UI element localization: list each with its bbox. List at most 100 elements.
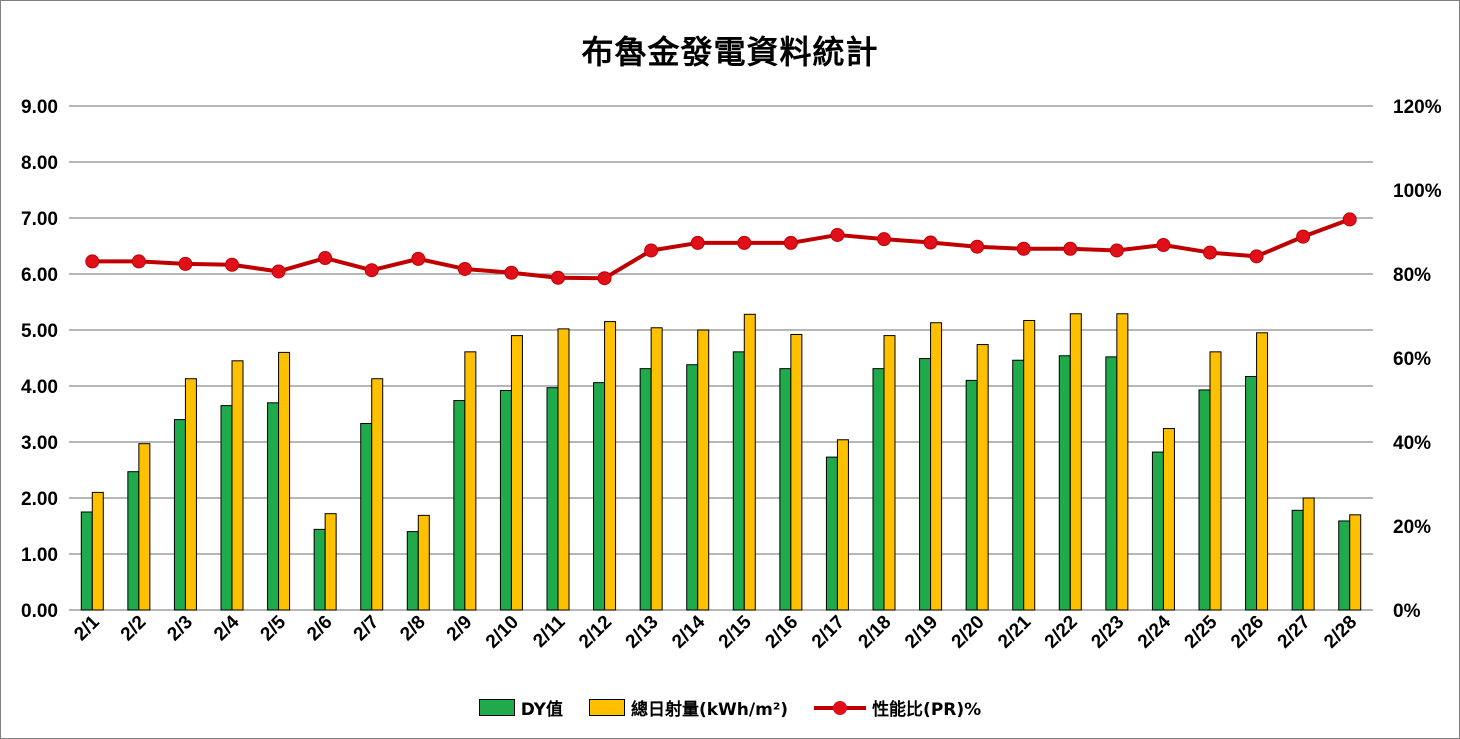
- pr-point: [1296, 229, 1311, 244]
- y-left-tick-label: 0.00: [21, 601, 58, 622]
- bar-dy: [127, 471, 140, 611]
- y-left-tick-label: 2.00: [21, 489, 58, 510]
- pr-point: [411, 251, 426, 266]
- x-tick-label: 2/7: [350, 612, 384, 646]
- gridlines: [69, 105, 1373, 611]
- pr-point: [597, 271, 612, 286]
- bar-dy: [732, 351, 745, 611]
- legend-item-irradiance: 總日射量(kWh/m²): [588, 695, 789, 720]
- bar-dy: [453, 400, 466, 611]
- pr-point: [830, 227, 845, 242]
- y-left-tick-label: 5.00: [21, 321, 58, 342]
- bar-dy: [360, 423, 373, 611]
- pr-point: [131, 254, 146, 269]
- chart-plot: 0.00 1.00 2.00 3.00 4.00 5.00 6.00 7.00 8.00 9.00…: [21, 97, 1442, 653]
- x-tick-label: 2/6: [303, 612, 337, 646]
- pr-point: [178, 256, 193, 271]
- x-tick-label: 2/17: [808, 612, 849, 653]
- x-tick-label: 2/18: [855, 612, 896, 653]
- bar-dy: [1105, 356, 1118, 611]
- y-right-tick-label: 40%: [1393, 433, 1431, 454]
- x-tick-label: 2/3: [163, 612, 197, 646]
- bar-irradiance: [417, 514, 430, 611]
- bar-dy: [80, 511, 93, 611]
- bar-dy: [173, 419, 186, 611]
- x-tick-label: 2/4: [210, 611, 244, 645]
- pr-point: [457, 261, 472, 276]
- x-tick-label: 2/28: [1320, 612, 1361, 653]
- y-left-tick-label: 1.00: [21, 545, 58, 566]
- pr-point: [85, 254, 100, 269]
- y-right-tick-label: 60%: [1393, 349, 1431, 370]
- x-tick-label: 2/2: [117, 612, 151, 646]
- x-tick-label: 2/23: [1087, 612, 1128, 653]
- pr-point: [1156, 238, 1171, 253]
- legend: DY值 總日射量(kWh/m²) 性能比(PR)%: [1, 695, 1459, 720]
- bar-irradiance: [464, 351, 477, 611]
- bar-irradiance: [976, 344, 989, 611]
- bar-irradiance: [743, 313, 756, 611]
- bar-dy: [593, 382, 606, 611]
- legend-label-irradiance: 總日射量(kWh/m²): [630, 700, 789, 720]
- x-tick-label: 2/10: [482, 612, 523, 653]
- bar-irradiance: [231, 360, 244, 611]
- x-tick-label: 2/22: [1041, 612, 1082, 653]
- bar-dy: [1198, 389, 1211, 611]
- legend-label-pr: 性能比(PR)%: [872, 700, 982, 720]
- pr-point: [923, 235, 938, 250]
- bar-dy: [686, 364, 699, 611]
- x-tick-label: 2/24: [1134, 611, 1175, 652]
- x-tick-label: 2/26: [1227, 612, 1268, 653]
- bar-dy: [546, 387, 559, 611]
- bar-irradiance: [324, 513, 337, 611]
- bar-dy: [1245, 375, 1258, 611]
- bar-dy: [1338, 520, 1351, 611]
- bar-irradiance: [1209, 351, 1222, 611]
- bar-irradiance: [1349, 514, 1362, 611]
- pr-point: [644, 243, 659, 258]
- bar-irradiance: [557, 328, 570, 611]
- x-tick-label: 2/15: [715, 611, 756, 652]
- x-tick-label: 2/13: [622, 612, 663, 653]
- x-tick-label: 2/16: [761, 612, 802, 653]
- x-tick-label: 2/8: [396, 612, 430, 646]
- y-left-tick-label: 4.00: [21, 377, 58, 398]
- x-tick-label: 2/20: [948, 612, 989, 653]
- pr-point: [225, 257, 239, 272]
- y-right-tick-label: 120%: [1393, 97, 1442, 118]
- bar-irradiance: [650, 327, 663, 611]
- bar-dy: [499, 389, 512, 611]
- y-right-tick-label: 20%: [1393, 517, 1431, 538]
- x-tick-label: 2/12: [575, 612, 616, 653]
- x-tick-label: 2/27: [1274, 612, 1315, 653]
- x-tick-label: 2/9: [443, 612, 477, 646]
- pr-point: [504, 265, 519, 280]
- x-tick-label: 2/21: [994, 611, 1035, 652]
- pr-point: [1203, 245, 1217, 260]
- pr-point: [690, 235, 705, 250]
- bar-dy: [1291, 509, 1304, 611]
- bar-dy: [825, 456, 838, 611]
- bar-irradiance: [790, 333, 803, 611]
- y-left-tick-label: 8.00: [21, 153, 58, 174]
- bar-dy: [919, 358, 932, 611]
- y-right-tick-label: 0%: [1393, 601, 1421, 622]
- legend-swatch-irradiance: [588, 699, 625, 716]
- bar-dy: [872, 368, 885, 611]
- bar-dy: [1058, 355, 1071, 611]
- bar-dy: [220, 405, 233, 611]
- y-right-tick-label: 100%: [1393, 181, 1442, 202]
- legend-swatch-dy: [478, 699, 515, 716]
- pr-point: [737, 235, 752, 250]
- pr-point: [1249, 249, 1264, 264]
- bar-irradiance: [1302, 497, 1315, 611]
- pr-point: [1063, 241, 1078, 256]
- bar-irradiance: [184, 378, 197, 611]
- legend-item-pr: 性能比(PR)%: [814, 695, 981, 720]
- x-tick-label: 2/5: [257, 611, 291, 645]
- bar-irradiance: [883, 335, 896, 611]
- y-right-tick-label: 80%: [1393, 265, 1431, 286]
- bar-dy: [965, 379, 978, 611]
- y-left-tick-label: 7.00: [21, 209, 58, 230]
